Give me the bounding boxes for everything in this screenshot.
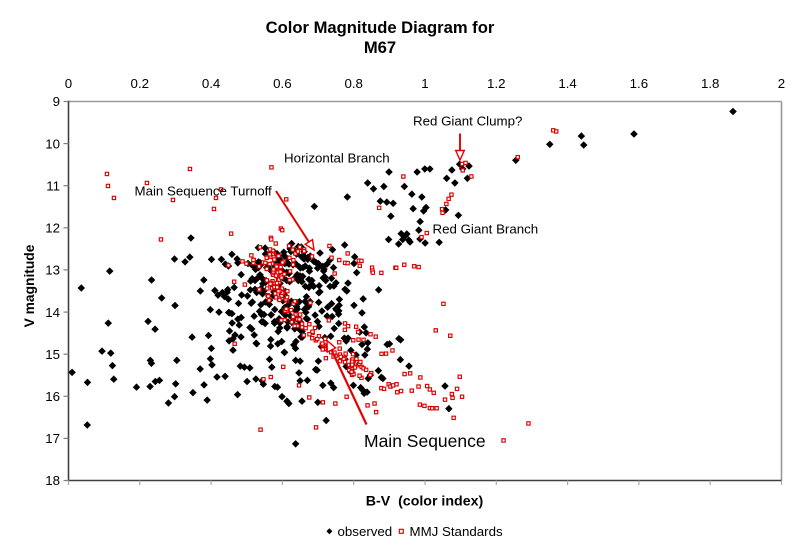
svg-text:Horizontal Branch: Horizontal Branch	[284, 151, 390, 166]
svg-text:17: 17	[45, 431, 60, 446]
svg-text:Main Sequence: Main Sequence	[364, 431, 486, 451]
svg-text:11: 11	[46, 178, 60, 193]
svg-text:M67: M67	[364, 38, 396, 57]
svg-text:0.2: 0.2	[131, 76, 150, 91]
svg-text:0.6: 0.6	[273, 76, 292, 91]
svg-text:0: 0	[65, 76, 72, 91]
svg-text:13: 13	[45, 263, 60, 278]
svg-text:1.8: 1.8	[701, 76, 720, 91]
svg-text:1.6: 1.6	[630, 76, 649, 91]
svg-text:1: 1	[421, 76, 428, 91]
svg-text:1.2: 1.2	[487, 76, 506, 91]
svg-text:12: 12	[45, 221, 60, 236]
svg-text:observed: observed	[338, 524, 393, 539]
svg-text:B-V (color index): B-V (color index)	[366, 494, 484, 510]
svg-text:2: 2	[778, 76, 785, 91]
svg-text:9: 9	[53, 94, 60, 109]
svg-text:Main Sequence Turnoff: Main Sequence Turnoff	[135, 184, 273, 199]
svg-text:1.4: 1.4	[558, 76, 577, 91]
svg-text:MMJ Standards: MMJ Standards	[410, 524, 503, 539]
svg-text:18: 18	[45, 473, 60, 488]
svg-text:0.4: 0.4	[202, 76, 221, 91]
svg-text:14: 14	[45, 305, 60, 320]
svg-text:16: 16	[45, 389, 60, 404]
svg-text:Red Giant Clump?: Red Giant Clump?	[413, 114, 522, 129]
svg-text:Red Giant Branch: Red Giant Branch	[433, 222, 539, 237]
svg-text:Color Magnitude Diagram for: Color Magnitude Diagram for	[266, 18, 495, 37]
svg-text:10: 10	[45, 136, 60, 151]
svg-text:V magnitude: V magnitude	[22, 244, 37, 327]
svg-text:0.8: 0.8	[344, 76, 363, 91]
svg-text:15: 15	[45, 347, 60, 362]
